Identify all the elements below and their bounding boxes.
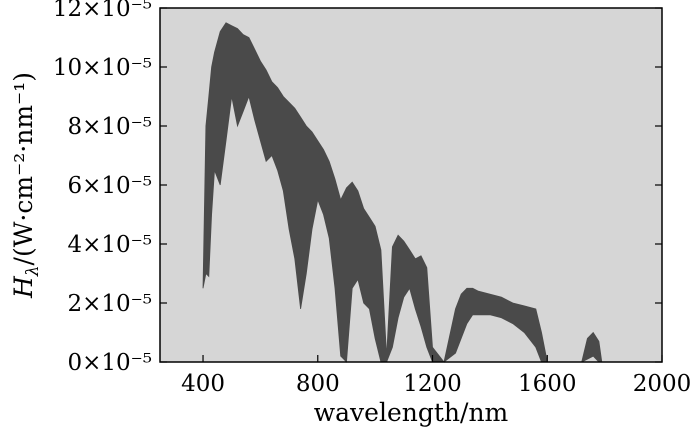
x-tick-label: 2000 [633,371,692,397]
y-axis-units: /(W·cm⁻²·nm⁻¹) [9,72,38,265]
ticks-layer: 400 800 1200 1600 2000 0×10⁻⁵ 2×10⁻⁵ 4×10⁻⁵ 6×10… [53,0,691,397]
y-tick-label: 8×10⁻⁵ [67,114,152,140]
x-tick-label: 1600 [518,371,577,397]
y-axis-subscript: λ [23,265,43,277]
x-tick-label: 400 [181,371,225,397]
y-tick-label: 2×10⁻⁵ [67,291,152,317]
x-tick-label: 800 [296,371,340,397]
y-tick-label: 4×10⁻⁵ [67,232,152,258]
y-axis-symbol: H [9,275,38,299]
y-axis-title: Hλ/(W·cm⁻²·nm⁻¹) [9,72,43,299]
y-tick-label: 6×10⁻⁵ [67,173,152,199]
y-tick-label: 0×10⁻⁵ [67,350,152,376]
x-tick-label: 1200 [403,371,462,397]
y-tick-label: 10×10⁻⁵ [53,55,152,81]
y-tick-label: 12×10⁻⁵ [53,0,152,22]
x-axis-title: wavelength/nm [314,398,509,427]
